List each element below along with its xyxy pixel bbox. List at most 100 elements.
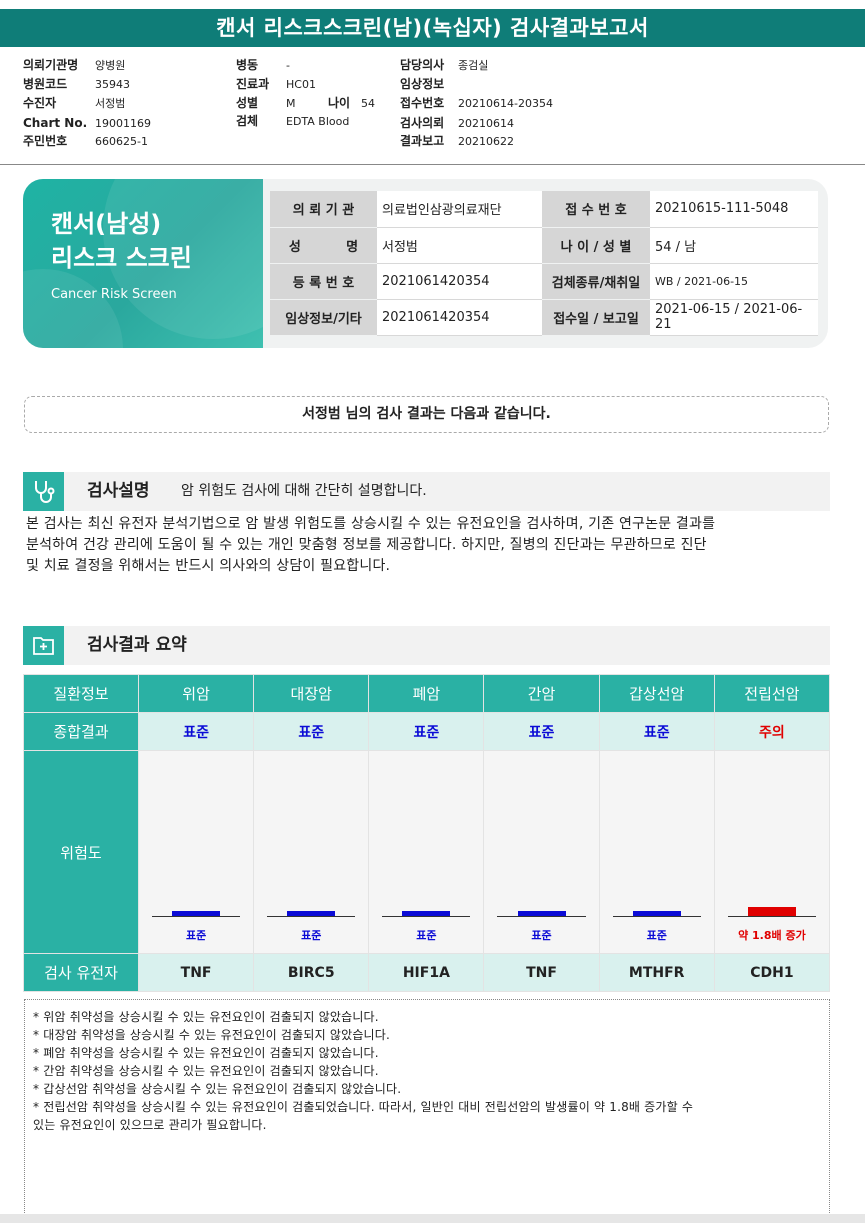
header-label: 검사의뢰 xyxy=(400,116,445,130)
disease-row: 질환정보 위암 대장암 폐암 간암 갑상선암 전립선암 xyxy=(23,674,831,713)
note-line: 있는 유전요인이 있으므로 관리가 필요합니다. xyxy=(33,1118,267,1132)
header-label: 주민번호 xyxy=(23,134,68,148)
header-label: 의뢰기관명 xyxy=(23,58,79,72)
disease-name: 위암 xyxy=(137,674,255,713)
summary-result: 표준 xyxy=(137,712,255,751)
risk-bar xyxy=(517,911,566,916)
summary-result: 표준 xyxy=(483,712,600,751)
header-label: 담당의사 xyxy=(400,58,445,72)
note-line: * 갑상선암 취약성을 상승시킬 수 있는 유전요인이 검출되지 않았습니다. xyxy=(33,1082,402,1096)
info-key: 성 명 xyxy=(270,227,377,264)
gauge-baseline xyxy=(382,916,471,917)
risk-cell: 표준 xyxy=(137,750,255,954)
test-description: 본 검사는 최신 유전자 분석기법으로 암 발생 위험도를 상승시킬 수 있는 … xyxy=(26,514,831,577)
gene-name: MTHFR xyxy=(598,953,715,992)
risk-gauge: 표준 xyxy=(254,751,368,953)
info-value: 의료법인삼광의료재단 xyxy=(377,191,542,228)
gene-name: HIF1A xyxy=(368,953,485,992)
card-banner: 캔서(남성) 리스크 스크린 Cancer Risk Screen xyxy=(23,179,263,348)
summary-result: 표준 xyxy=(368,712,485,751)
description-line: 분석하여 건강 관리에 도움이 될 수 있는 개인 맞춤형 정보를 제공합니다.… xyxy=(26,537,707,553)
header-value: HC01 xyxy=(286,78,316,91)
row-label: 질환정보 xyxy=(23,674,139,713)
risk-label: 약 1.8배 증가 xyxy=(738,929,806,942)
patient-info-table: 의 뢰 기 관 의료법인삼광의료재단 접 수 번 호 20210615-111-… xyxy=(270,191,818,336)
risk-bar xyxy=(287,911,336,916)
info-value: WB / 2021-06-15 xyxy=(650,263,818,300)
summary-result: 표준 xyxy=(598,712,715,751)
note-line: * 간암 취약성을 상승시킬 수 있는 유전요인이 검출되지 않았습니다. xyxy=(33,1064,379,1078)
risk-label: 표준 xyxy=(646,929,667,942)
risk-label: 표준 xyxy=(416,929,437,942)
result-table: 질환정보 위암 대장암 폐암 간암 갑상선암 전립선암 종합결과 표준 표준 표… xyxy=(23,674,831,992)
info-value: 2021061420354 xyxy=(377,263,542,300)
info-row: 성 명 서정범 나 이 / 성 별 54 / 남 xyxy=(270,227,818,264)
page-footer-strip xyxy=(0,1214,865,1223)
info-key: 등 록 번 호 xyxy=(270,263,377,300)
section-header-summary: 검사결과 요약 xyxy=(23,626,830,665)
banner-title-line1: 캔서(남성) xyxy=(51,210,162,238)
risk-row: 위험도 표준 표준 표준 표준 표준 약 1.8배 증가 xyxy=(23,750,831,954)
note-line: * 위암 취약성을 상승시킬 수 있는 유전요인이 검출되지 않았습니다. xyxy=(33,1010,379,1024)
risk-bar xyxy=(172,911,221,916)
header-value: - xyxy=(286,59,290,72)
header-label: 검체 xyxy=(236,114,259,128)
summary-row: 종합결과 표준 표준 표준 표준 표준 주의 xyxy=(23,712,831,751)
info-row: 임상정보/기타 2021061420354 접수일 / 보고일 2021-06-… xyxy=(270,299,818,336)
info-key: 검체종류/채취일 xyxy=(542,263,650,300)
header-label: 임상정보 xyxy=(400,77,445,91)
header-value: 20210622 xyxy=(458,135,514,148)
risk-bar xyxy=(747,907,796,916)
section-header-description: 검사설명 암 위험도 검사에 대해 간단히 설명합니다. xyxy=(23,472,830,511)
info-row: 등 록 번 호 2021061420354 검체종류/채취일 WB / 2021… xyxy=(270,263,818,300)
gauge-baseline xyxy=(612,916,701,917)
header-value: 660625-1 xyxy=(95,135,148,148)
description-line: 본 검사는 최신 유전자 분석기법으로 암 발생 위험도를 상승시킬 수 있는 … xyxy=(26,516,716,532)
risk-gauge: 표준 xyxy=(600,751,714,953)
description-line: 및 치료 결정을 위해서는 반드시 의사와의 상담이 필요합니다. xyxy=(26,558,391,574)
risk-bar xyxy=(632,911,681,916)
header-label: 나이 xyxy=(328,96,351,110)
disease-name: 간암 xyxy=(483,674,600,713)
row-label: 검사 유전자 xyxy=(23,953,139,992)
banner-decoration xyxy=(23,269,123,348)
header-value: M xyxy=(286,97,296,110)
risk-gauge: 표준 xyxy=(484,751,598,953)
section-subtitle: 암 위험도 검사에 대해 간단히 설명합니다. xyxy=(181,483,427,499)
section-title: 검사결과 요약 xyxy=(87,635,187,655)
risk-label: 표준 xyxy=(185,929,207,942)
info-value: 서정범 xyxy=(377,227,542,264)
header-label: 결과보고 xyxy=(400,134,445,148)
risk-gauge: 표준 xyxy=(369,751,483,953)
note-line: * 전립선암 취약성을 상승시킬 수 있는 유전요인이 검출되었습니다. 따라서… xyxy=(33,1100,694,1114)
header-label: 성별 xyxy=(236,96,259,110)
info-key: 접 수 번 호 xyxy=(542,191,650,228)
header-label: Chart No. xyxy=(23,116,88,130)
info-value: 54 / 남 xyxy=(650,227,818,264)
disease-name: 갑상선암 xyxy=(598,674,715,713)
medical-folder-icon xyxy=(23,626,64,665)
header-label: 진료과 xyxy=(236,77,270,91)
risk-gauge: 약 1.8배 증가 xyxy=(715,751,829,953)
report-header: 의뢰기관명 양병원 병원코드 35943 수진자 서정범 Chart No. 19001… xyxy=(0,56,865,166)
gene-name: CDH1 xyxy=(713,953,831,992)
section-title: 검사설명 xyxy=(87,481,150,501)
info-value: 2021061420354 xyxy=(377,299,542,336)
banner-subtitle: Cancer Risk Screen xyxy=(51,287,177,302)
header-label: 병원코드 xyxy=(23,77,68,91)
info-key: 접수일 / 보고일 xyxy=(542,299,650,336)
report-title: 캔서 리스크스크린(남)(녹십자) 검사결과보고서 xyxy=(0,9,865,47)
risk-cell: 표준 xyxy=(253,750,370,954)
stethoscope-icon xyxy=(23,472,64,511)
gauge-baseline xyxy=(497,916,586,917)
gene-name: BIRC5 xyxy=(253,953,370,992)
header-value: 서정범 xyxy=(95,97,126,110)
risk-cell: 표준 xyxy=(483,750,600,954)
row-label: 위험도 xyxy=(23,750,139,954)
header-label: 병동 xyxy=(236,58,259,72)
risk-bar xyxy=(402,911,451,916)
gene-name: TNF xyxy=(483,953,600,992)
risk-cell: 표준 xyxy=(598,750,715,954)
info-key: 나 이 / 성 별 xyxy=(542,227,650,264)
header-value: EDTA Blood xyxy=(286,115,350,128)
